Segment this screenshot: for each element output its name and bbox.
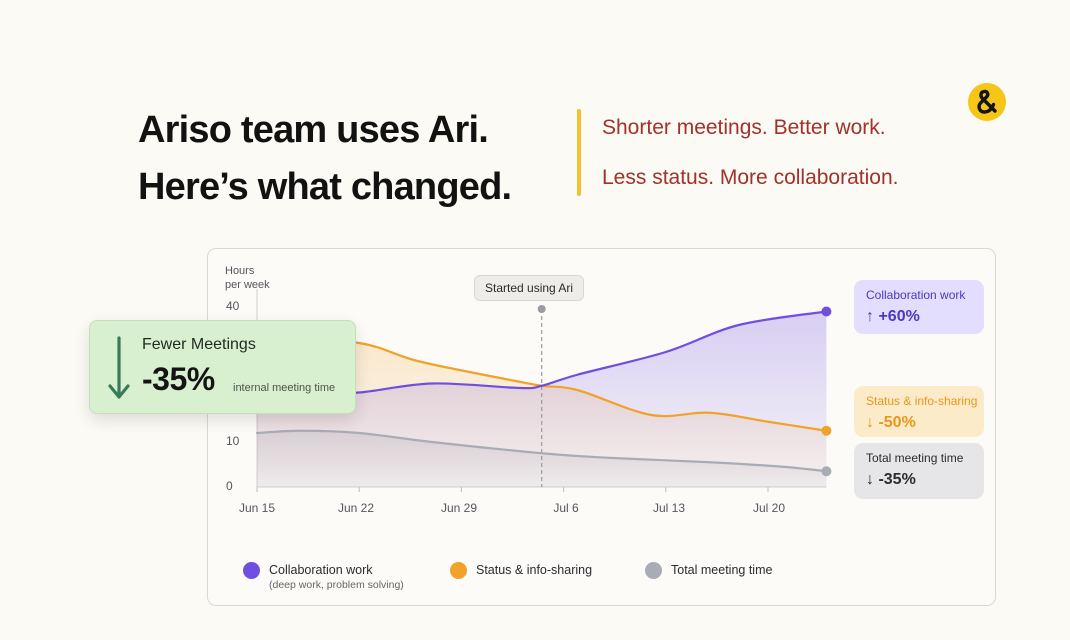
accent-divider: [577, 109, 581, 196]
y-tick-label: 40: [226, 299, 240, 313]
headline: Ariso team uses Ari. Here’s what changed…: [138, 102, 512, 216]
series-line-status: [255, 332, 828, 432]
fewer-meetings-value: -35%: [142, 361, 215, 397]
tagline-2: Less status. More collaboration.: [602, 166, 899, 189]
fewer-meetings-subtitle: internal meeting time: [233, 382, 336, 394]
y-axis-label: Hours per week: [225, 265, 270, 291]
y-tick-label: 0: [226, 479, 233, 493]
chart-card: Hours per week 40 10 0 Jun 15 Jun 22 Jun…: [207, 248, 996, 606]
series-area-collab: [257, 311, 827, 487]
x-tick-label: Jul 6: [553, 501, 579, 515]
callout-value: ↑ +60%: [866, 308, 920, 325]
tagline-1: Shorter meetings. Better work.: [602, 116, 886, 139]
legend-dot: [645, 562, 662, 579]
meeting-callout: Total meeting time ↓ -35%: [854, 443, 984, 499]
series-line-meeting: [255, 429, 828, 473]
x-tick-label: Jul 13: [652, 501, 686, 515]
legend-label: Status & info-sharing: [476, 563, 593, 577]
legend-sublabel: (deep work, problem solving): [269, 579, 404, 591]
y-tick-label: 10: [226, 434, 240, 448]
x-tick-label: Jul 20: [752, 501, 786, 515]
x-tick-label: Jun 15: [238, 501, 276, 515]
legend-dot: [450, 562, 467, 579]
chart-plot: [255, 289, 832, 492]
legend-item-collaboration: Collaboration work (deep work, problem s…: [243, 562, 404, 592]
headline-line-1: Ariso team uses Ari.: [138, 109, 489, 151]
headline-line-2: Here’s what changed.: [138, 166, 512, 208]
callout-title: Collaboration work: [866, 288, 966, 302]
callout-title: Total meeting time: [866, 451, 964, 465]
fewer-meetings-title: Fewer Meetings: [142, 336, 256, 353]
x-tick-label: Jun 29: [440, 501, 478, 515]
arrow-down-icon: [108, 336, 130, 399]
callout-value: ↓ -50%: [866, 414, 916, 431]
legend-label: Total meeting time: [671, 563, 773, 577]
x-tick-label: Jun 22: [337, 501, 375, 515]
started-using-ari-label: Started using Ari: [474, 275, 585, 301]
status-callout: Status & info-sharing ↓ -50%: [854, 386, 984, 437]
start-marker-dot: [537, 305, 546, 313]
callout-value: ↓ -35%: [866, 471, 916, 488]
series-end-point-meeting: [821, 466, 832, 477]
legend-item-meeting: Total meeting time: [645, 562, 772, 579]
fewer-meetings-card: Fewer Meetings -35% internal meeting tim…: [89, 320, 356, 414]
callout-title: Status & info-sharing: [866, 394, 978, 408]
series-end-point-status: [821, 425, 832, 436]
legend-item-status: Status & info-sharing: [450, 562, 592, 579]
series-end-point-collab: [821, 306, 832, 317]
ampersand-logo-icon: [968, 83, 1006, 121]
legend-label: Collaboration work: [269, 563, 373, 577]
collaboration-callout: Collaboration work ↑ +60%: [854, 280, 984, 334]
legend-dot: [243, 562, 260, 579]
